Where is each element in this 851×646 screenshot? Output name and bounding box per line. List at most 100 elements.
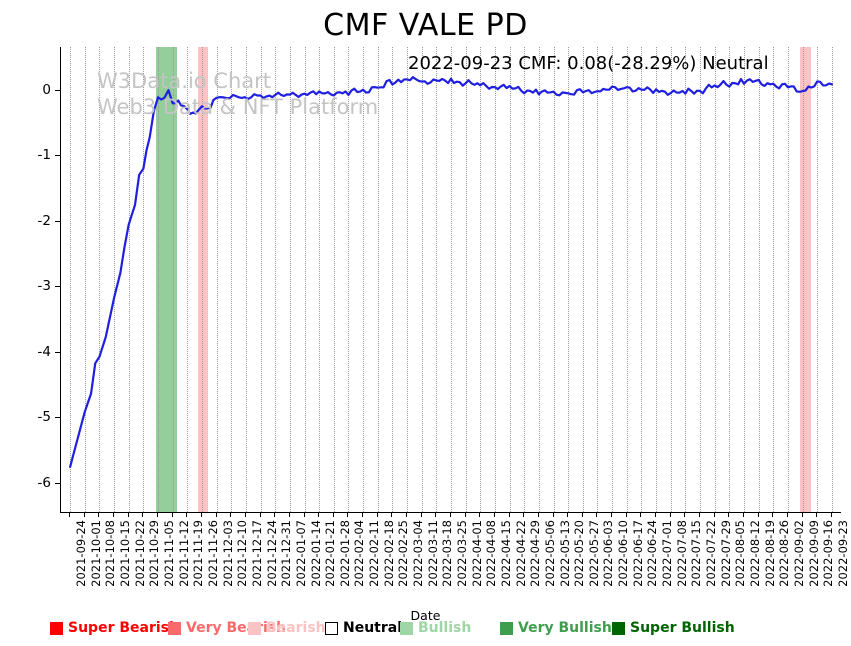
x-tick-mark [259,512,261,517]
x-tick-label: 2021-12-10 [235,520,250,587]
gridline-vertical [626,47,628,512]
gridline-vertical [158,47,160,512]
gridline-vertical [451,47,452,512]
gridline-vertical [84,47,86,512]
legend-item-bullish[interactable]: Bullish [400,620,471,636]
x-tick-mark [142,512,144,517]
gridline-vertical [128,47,130,512]
x-tick-label: 2022-07-01 [660,520,675,587]
x-tick-label: 2022-04-01 [469,520,484,587]
y-tick-mark [55,89,60,91]
x-tick-mark [98,512,100,517]
y-tick-label: -3 [37,278,51,295]
gridline-vertical [773,47,775,512]
x-tick-label: 2021-12-31 [279,520,294,587]
gridline-vertical [743,47,745,512]
gridline-vertical [407,47,409,512]
gridline-vertical [787,47,789,512]
x-tick-mark [435,512,437,517]
x-tick-mark [552,512,554,517]
x-tick-label: 2021-11-19 [191,520,206,587]
gridline-vertical [641,47,643,512]
x-tick-mark [508,512,510,517]
y-tick-label: 0 [42,81,51,98]
gridline-vertical [729,47,731,512]
x-tick-label: 2022-06-17 [630,520,645,587]
legend-swatch-icon [168,621,181,635]
gridline-vertical [494,47,496,512]
x-tick-mark [391,512,393,517]
x-tick-mark [757,512,759,517]
x-tick-label: 2021-12-17 [249,520,264,587]
x-tick-mark [699,512,701,517]
legend-label: Neutral [343,620,403,636]
y-tick-label: -6 [37,474,51,491]
x-tick-label: 2021-11-26 [205,520,220,587]
x-tick-label: 2022-07-29 [718,520,733,587]
x-tick-label: 2021-10-22 [132,520,147,587]
x-tick-mark [611,512,613,517]
x-tick-mark [830,512,832,517]
x-tick-mark [567,512,569,517]
legend-item-neutral[interactable]: Neutral [325,620,402,636]
y-tick-label: -1 [37,147,51,164]
gridline-vertical [656,47,658,512]
x-tick-label: 2022-05-20 [572,520,587,587]
x-tick-mark [127,512,129,517]
x-tick-mark [113,512,115,517]
x-tick-label: 2021-12-24 [264,520,279,587]
gridline-vertical [245,47,247,512]
x-tick-mark [728,512,730,517]
x-tick-label: 2021-10-01 [88,520,103,587]
x-tick-mark [801,512,803,517]
plot-area: W3Data.io Chart Web3 Data & NFT Platform [60,47,841,513]
legend-item-very-bullish[interactable]: Very Bullish [500,620,612,636]
gridline-vertical [700,47,702,512]
x-tick-mark [274,512,276,517]
gridline-vertical [99,47,101,512]
gridline-vertical [201,47,203,512]
legend-swatch-icon [50,621,63,635]
x-tick-label: 2022-04-08 [484,520,499,587]
band-bearish [800,47,811,512]
gridline-vertical [172,47,174,512]
legend-swatch-icon [325,621,338,635]
legend-item-very-bearish[interactable]: Very Bearish [168,620,286,636]
gridline-vertical [817,47,819,512]
x-tick-label: 2022-05-06 [542,520,557,587]
gridline-vertical [597,47,599,512]
x-tick-label: 2021-09-24 [74,520,89,587]
x-tick-label: 2022-06-24 [645,520,660,587]
x-tick-label: 2022-09-02 [791,520,806,587]
gridline-vertical [612,47,614,512]
x-tick-label: 2022-04-15 [498,520,513,587]
x-tick-label: 2022-05-13 [557,520,572,587]
y-tick-mark [55,482,60,484]
x-tick-mark [406,512,408,517]
band-bearish [197,47,209,512]
x-tick-label: 2022-09-16 [821,520,836,587]
x-tick-label: 2022-01-28 [337,520,352,587]
legend-label: Bullish [418,620,472,636]
x-tick-label: 2022-08-19 [762,520,777,587]
x-tick-mark [157,512,159,517]
legend-swatch-icon [400,621,413,635]
gridline-vertical [714,47,716,512]
y-tick-mark [55,351,60,353]
x-tick-mark [655,512,657,517]
y-tick-mark [55,155,60,157]
legend-item-super-bullish[interactable]: Super Bullish [612,620,735,636]
gridline-vertical [275,47,277,512]
page-title: CMF VALE PD [323,8,528,43]
x-tick-label: 2022-09-09 [806,520,821,587]
x-tick-label: 2022-01-07 [293,520,308,587]
x-tick-label: 2021-12-03 [220,520,235,587]
legend-item-super-bearish[interactable]: Super Bearish [50,620,179,636]
x-tick-label: 2021-11-05 [162,520,177,587]
x-tick-mark [640,512,642,517]
legend-item-bearish[interactable]: Bearish [248,620,326,636]
x-tick-mark [772,512,774,517]
legend-label: Super Bearish [68,620,179,636]
x-tick-label: 2022-01-21 [323,520,338,587]
x-tick-mark [581,512,583,517]
